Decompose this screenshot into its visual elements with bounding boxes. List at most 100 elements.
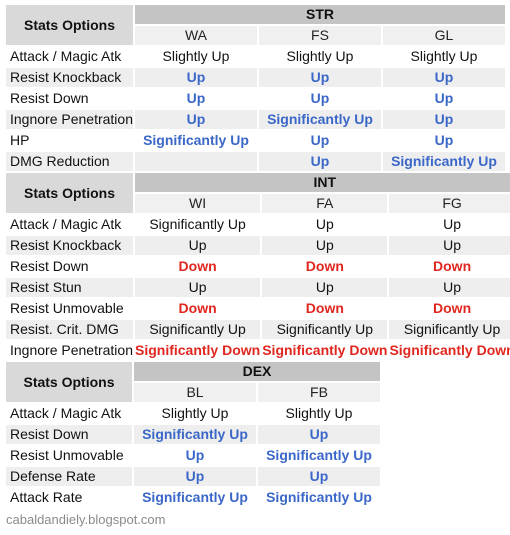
stat-value: Up (434, 90, 454, 106)
stat-value: Up (258, 152, 381, 171)
stats-options-header: Stats Options (6, 362, 132, 402)
stat-value: Slightly Up (410, 48, 478, 64)
stat-name: DMG Reduction (6, 152, 133, 171)
stat-value: Up (134, 236, 261, 255)
class-column-header: GL (382, 26, 505, 45)
stat-value: Up (434, 132, 454, 148)
stat-value: Up (134, 68, 257, 87)
table-row: Resist Knockback Up Up Up (6, 68, 505, 87)
stat-value: Up (134, 278, 261, 297)
group-header: INT (134, 173, 510, 192)
stat-value: Slightly Up (285, 405, 353, 421)
stat-value: Down (433, 258, 472, 274)
int-section: Stats Options INT WI FA FG Attack / Magic Atk… (4, 171, 510, 362)
table-row: Defense Rate Up Up (6, 467, 380, 486)
stat-value: Significantly Down (389, 342, 510, 358)
stat-name: Ingnore Penetration (10, 342, 133, 358)
stat-name: Attack Rate (10, 489, 83, 505)
stat-value: Significantly Up (266, 447, 372, 463)
table-row: Resist. Crit. DMG Significantly Up Signifi… (6, 320, 510, 339)
table-row: Attack / Magic Atk Slightly Up Slightly Up… (6, 47, 505, 66)
class-column-header: FB (258, 383, 380, 402)
stat-name: Ingnore Penetration (6, 110, 133, 129)
stat-value: Significantly Up (143, 132, 249, 148)
stat-value: Down (178, 300, 217, 316)
stats-options-header: Stats Options (6, 173, 133, 213)
stat-value: Up (382, 110, 505, 129)
stat-name: Resist Down (10, 258, 89, 274)
stat-name: Resist Unmovable (10, 300, 124, 316)
stat-name: Resist Down (10, 90, 89, 106)
blog-watermark: cabaldandiely.blogspot.com (6, 512, 166, 527)
stat-value: Slightly Up (286, 48, 354, 64)
stat-value: Up (389, 236, 510, 255)
class-column-header: FS (258, 26, 381, 45)
stat-name: Resist Knockback (6, 68, 133, 87)
table-row: DMG Reduction Up Significantly Up (6, 152, 505, 171)
group-header: DEX (134, 362, 380, 381)
table-row: Resist Down Down Down Down (6, 257, 510, 276)
stat-value: Significantly Up (389, 320, 510, 339)
stat-value: Up (310, 90, 330, 106)
dex-section: Stats Options DEX BL FB Attack / Magic Atk Sl… (4, 360, 382, 509)
stat-value: Significantly Up (382, 152, 505, 171)
stat-value: Up (262, 236, 388, 255)
stat-value: Up (315, 216, 334, 232)
stat-value: Down (305, 300, 344, 316)
stats-table: Stats Options DEX BL FB Attack / Magic Atk Sl… (4, 360, 382, 509)
table-row: Resist Down Up Up Up (6, 89, 505, 108)
stat-name: Defense Rate (6, 467, 132, 486)
stat-value: Slightly Up (162, 48, 230, 64)
stat-name: Resist. Crit. DMG (6, 320, 133, 339)
stat-name: HP (10, 132, 30, 148)
class-column-header: WI (134, 194, 261, 213)
table-row: Resist Unmovable Up Significantly Up (6, 446, 380, 465)
class-column-header: FG (389, 194, 510, 213)
stat-name: Resist Stun (6, 278, 133, 297)
stat-value: Significantly Down (262, 342, 388, 358)
table-row: Resist Stun Up Up Up (6, 278, 510, 297)
stat-value: Up (258, 425, 380, 444)
stat-name: Attack / Magic Atk (10, 405, 122, 421)
stats-table: Stats Options STR WA FS GL Attack / Magic Atk… (4, 3, 507, 173)
stats-table: Stats Options INT WI FA FG Attack / Magic Atk… (4, 171, 510, 362)
stats-options-header: Stats Options (6, 5, 133, 45)
stat-value: Significantly Up (142, 489, 248, 505)
stat-value: Significantly Up (266, 489, 372, 505)
stat-value: Up (134, 467, 256, 486)
class-column-header: FA (262, 194, 388, 213)
stat-value: Up (389, 278, 510, 297)
stat-value: Up (310, 132, 330, 148)
table-row: Resist Down Significantly Up Up (6, 425, 380, 444)
stat-value: Significantly Up (134, 320, 261, 339)
str-section: Stats Options STR WA FS GL Attack / Magic Atk… (4, 3, 507, 173)
stat-value: Down (305, 258, 344, 274)
stat-name: Resist Knockback (6, 236, 133, 255)
class-column-header: BL (134, 383, 256, 402)
stat-name: Resist Down (6, 425, 132, 444)
stat-name: Resist Unmovable (10, 447, 124, 463)
stat-value (134, 152, 257, 171)
table-row: Attack / Magic Atk Significantly Up Up Up (6, 215, 510, 234)
table-row: Ingnore Penetration Significantly Down Sig… (6, 341, 510, 360)
table-row: Resist Unmovable Down Down Down (6, 299, 510, 318)
stat-value: Up (382, 68, 505, 87)
stat-value: Significantly Up (134, 425, 256, 444)
stat-value: Up (258, 68, 381, 87)
table-row: HP Significantly Up Up Up (6, 131, 505, 150)
table-row: Resist Knockback Up Up Up (6, 236, 510, 255)
stat-name: Attack / Magic Atk (10, 48, 122, 64)
stat-value: Up (258, 467, 380, 486)
stat-value: Up (185, 447, 205, 463)
stat-value: Up (443, 216, 462, 232)
stat-value: Up (262, 278, 388, 297)
class-column-header: WA (134, 26, 257, 45)
stat-value: Down (433, 300, 472, 316)
table-row: Attack Rate Significantly Up Significantly… (6, 488, 380, 507)
stat-value: Significantly Up (258, 110, 381, 129)
table-row: Ingnore Penetration Up Significantly Up Up (6, 110, 505, 129)
stat-value: Significantly Up (149, 216, 246, 232)
stat-value: Significantly Down (134, 342, 261, 358)
stat-name: Attack / Magic Atk (10, 216, 122, 232)
group-header: STR (134, 5, 505, 24)
